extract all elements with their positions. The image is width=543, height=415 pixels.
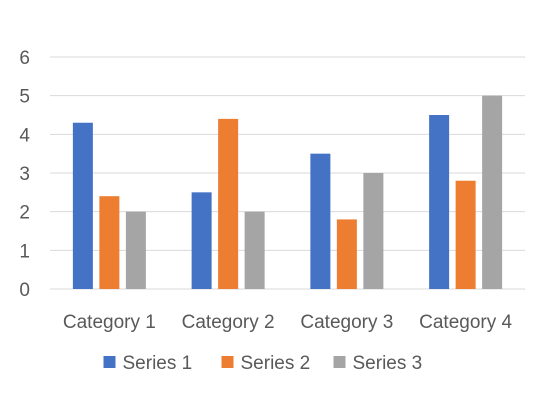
bars (72, 95, 503, 290)
x-axis-tick-labels: Category 1 Category 2 Category 3 Category 4 (63, 312, 513, 333)
x-tick-label: Category 1 (63, 312, 156, 333)
legend-label: Series 2 (241, 353, 311, 374)
bar-series-2-category-2 (218, 118, 239, 289)
y-axis-tick-labels: 0 1 2 3 4 5 6 (19, 48, 30, 301)
legend-entry-series-2: Series 2 (221, 353, 311, 374)
x-tick-label: Category 3 (300, 312, 393, 333)
bar-series-1-category-4 (429, 115, 450, 289)
legend-swatch (221, 356, 234, 368)
y-tick-label: 6 (19, 48, 30, 69)
bar-series-1-category-3 (310, 153, 331, 289)
bar-series-2-category-4 (455, 180, 476, 289)
bar-series-3-category-2 (244, 211, 265, 289)
bar-series-3-category-4 (482, 95, 503, 290)
legend-swatch (333, 356, 346, 368)
bar-series-1-category-1 (72, 122, 93, 289)
y-tick-label: 5 (19, 87, 30, 108)
y-tick-label: 0 (19, 280, 30, 301)
bar-series-1-category-2 (191, 192, 212, 289)
legend-label: Series 3 (353, 353, 423, 374)
legend-swatch (103, 356, 116, 368)
x-tick-label: Category 2 (182, 312, 275, 333)
bar-series-2-category-3 (336, 219, 357, 289)
legend-entry-series-1: Series 1 (103, 353, 193, 374)
y-tick-label: 4 (19, 125, 30, 146)
bar-series-2-category-1 (99, 196, 120, 289)
y-tick-label: 3 (19, 164, 30, 185)
legend-label: Series 1 (123, 353, 193, 374)
y-tick-label: 2 (19, 203, 30, 224)
legend-entry-series-3: Series 3 (333, 353, 423, 374)
y-tick-label: 1 (19, 241, 30, 262)
gridlines (50, 56, 525, 290)
bar-series-3-category-3 (363, 173, 384, 289)
bar-series-3-category-1 (125, 211, 146, 289)
legend: Series 1 Series 2 Series 3 (103, 353, 423, 374)
x-tick-label: Category 4 (419, 312, 512, 333)
